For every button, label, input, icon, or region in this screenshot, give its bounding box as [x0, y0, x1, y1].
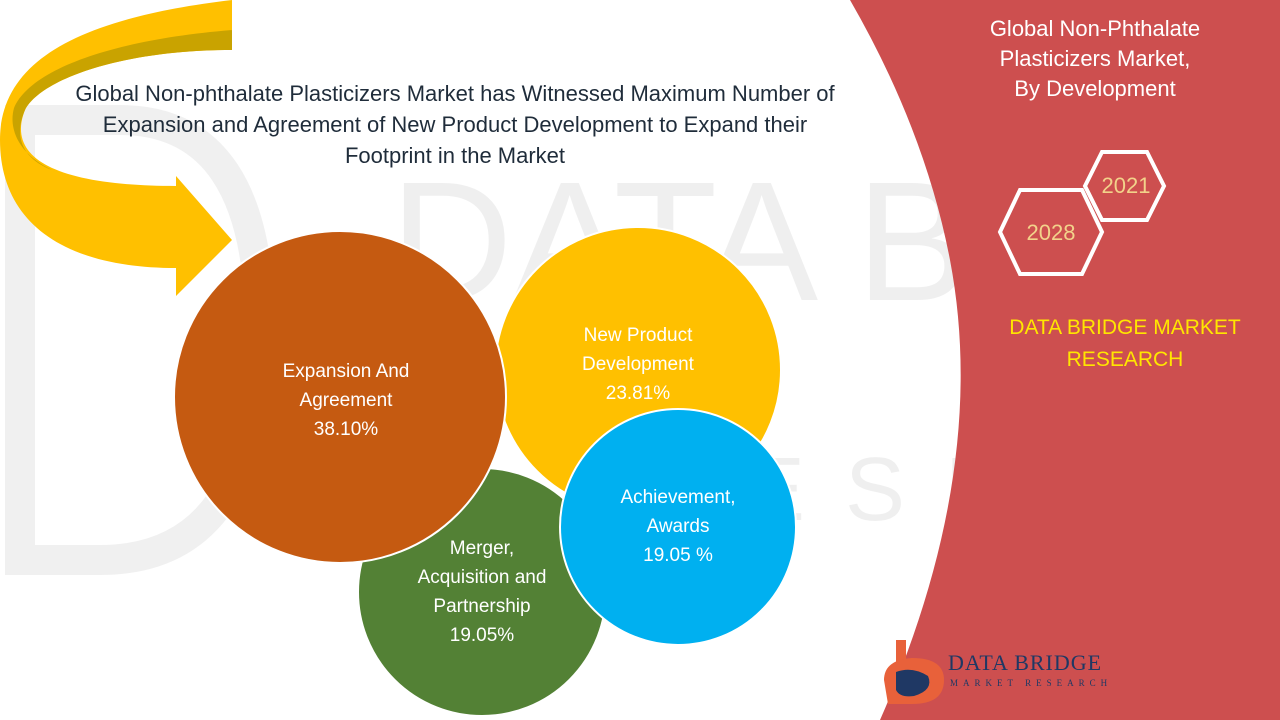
year-start: 2021 [1102, 173, 1151, 198]
curved-arrow-icon [0, 0, 233, 296]
hexagon-2021: 2021 [1082, 150, 1167, 222]
side-title-line: By Development [1014, 76, 1176, 101]
bubble-label-line: Achievement, [620, 487, 736, 508]
bubble-label-merger: Merger, Acquisition and Partnership 19.0… [382, 534, 582, 650]
bubble-value: 19.05 % [643, 545, 713, 566]
bubble-value: 38.10% [313, 419, 379, 440]
bubble-label-line: Development [582, 354, 694, 375]
side-title-line: Global Non-Phthalate [989, 16, 1201, 41]
bubble-label-line: Agreement [299, 390, 393, 411]
side-title-line: Plasticizers Market, [999, 46, 1191, 71]
bubble-label-line: Merger, [449, 538, 515, 559]
year-end: 2028 [1027, 220, 1076, 245]
logo-tagline: MARKET RESEARCH [950, 678, 1113, 688]
bubble-label-line: Acquisition and [417, 567, 547, 588]
bubble-label-line: Awards [646, 516, 710, 537]
bubble-value: 19.05% [449, 625, 515, 646]
brand-line: RESEARCH [1066, 348, 1184, 371]
bubble-label-expansion: Expansion And Agreement 38.10% [226, 357, 466, 444]
bubble-label-line: Partnership [433, 596, 531, 617]
bubble-label-achievement: Achievement, Awards 19.05 % [578, 483, 778, 570]
side-panel-title: Global Non-Phthalate Plasticizers Market… [930, 14, 1260, 104]
logo-name: DATA BRIDGE [948, 650, 1103, 675]
hexagon-2028: 2028 [997, 188, 1105, 276]
bubble-value: 23.81% [605, 383, 671, 404]
bubble-merger [173, 230, 507, 564]
side-panel [850, 0, 1280, 720]
bubble-label-line: Expansion And [282, 361, 410, 382]
bubble-achievement [559, 408, 797, 646]
brand-line: DATA BRIDGE MARKET [1009, 316, 1241, 339]
data-bridge-logo-icon [884, 640, 944, 704]
bubble-label-line: New Product [583, 325, 693, 346]
bubble-label-new-product: New Product Development 23.81% [528, 321, 748, 408]
brand-name: DATA BRIDGE MARKET RESEARCH [985, 312, 1265, 376]
headline: Global Non-phthalate Plasticizers Market… [75, 81, 835, 168]
